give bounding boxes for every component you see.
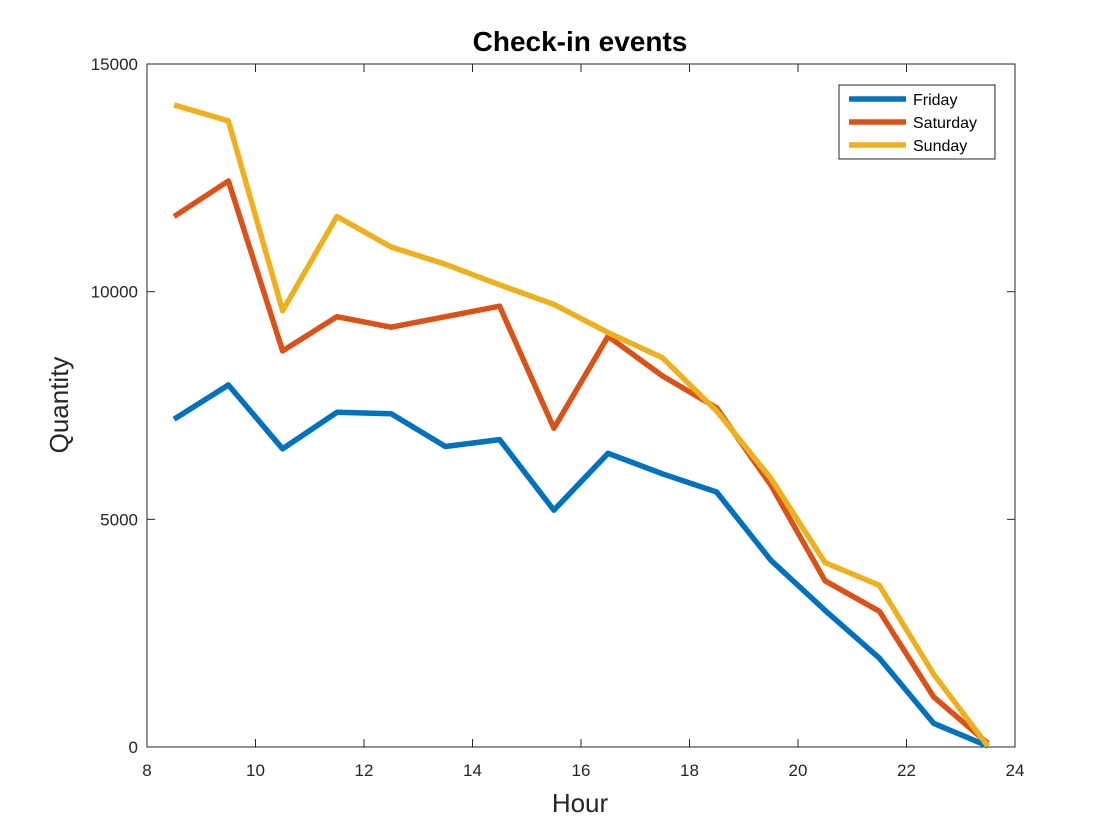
x-tick-label: 12	[355, 761, 374, 780]
legend-label-saturday: Saturday	[913, 115, 977, 132]
x-tick-label: 20	[789, 761, 808, 780]
x-tick-label: 14	[463, 761, 482, 780]
legend-label-sunday: Sunday	[913, 138, 967, 155]
y-tick-label: 10000	[91, 283, 138, 302]
y-tick-label: 15000	[91, 55, 138, 74]
legend-label-friday: Friday	[913, 92, 957, 109]
series-line-sunday	[173, 102, 991, 748]
legend: Friday Saturday Sunday	[838, 84, 996, 160]
x-tick-label: 16	[572, 761, 591, 780]
x-tick-label: 24	[1006, 761, 1025, 780]
chart-title: Check-in events	[473, 26, 688, 57]
x-tick-label: 22	[897, 761, 916, 780]
series-line-saturday	[172, 178, 990, 746]
plot-frame	[146, 63, 1016, 748]
y-tick-label: 0	[129, 738, 138, 757]
x-tick-label: 10	[246, 761, 265, 780]
x-tick-label: 18	[680, 761, 699, 780]
plot-area: 8 10 12 14 16 18 20 22 24 0 5000 10000 15000	[91, 55, 1025, 780]
series-line-friday	[172, 382, 989, 749]
y-tick-label: 5000	[100, 510, 138, 529]
y-axis-label: Quantity	[44, 357, 74, 454]
x-axis-label: Hour	[552, 788, 609, 818]
x-tick-label: 8	[142, 761, 151, 780]
